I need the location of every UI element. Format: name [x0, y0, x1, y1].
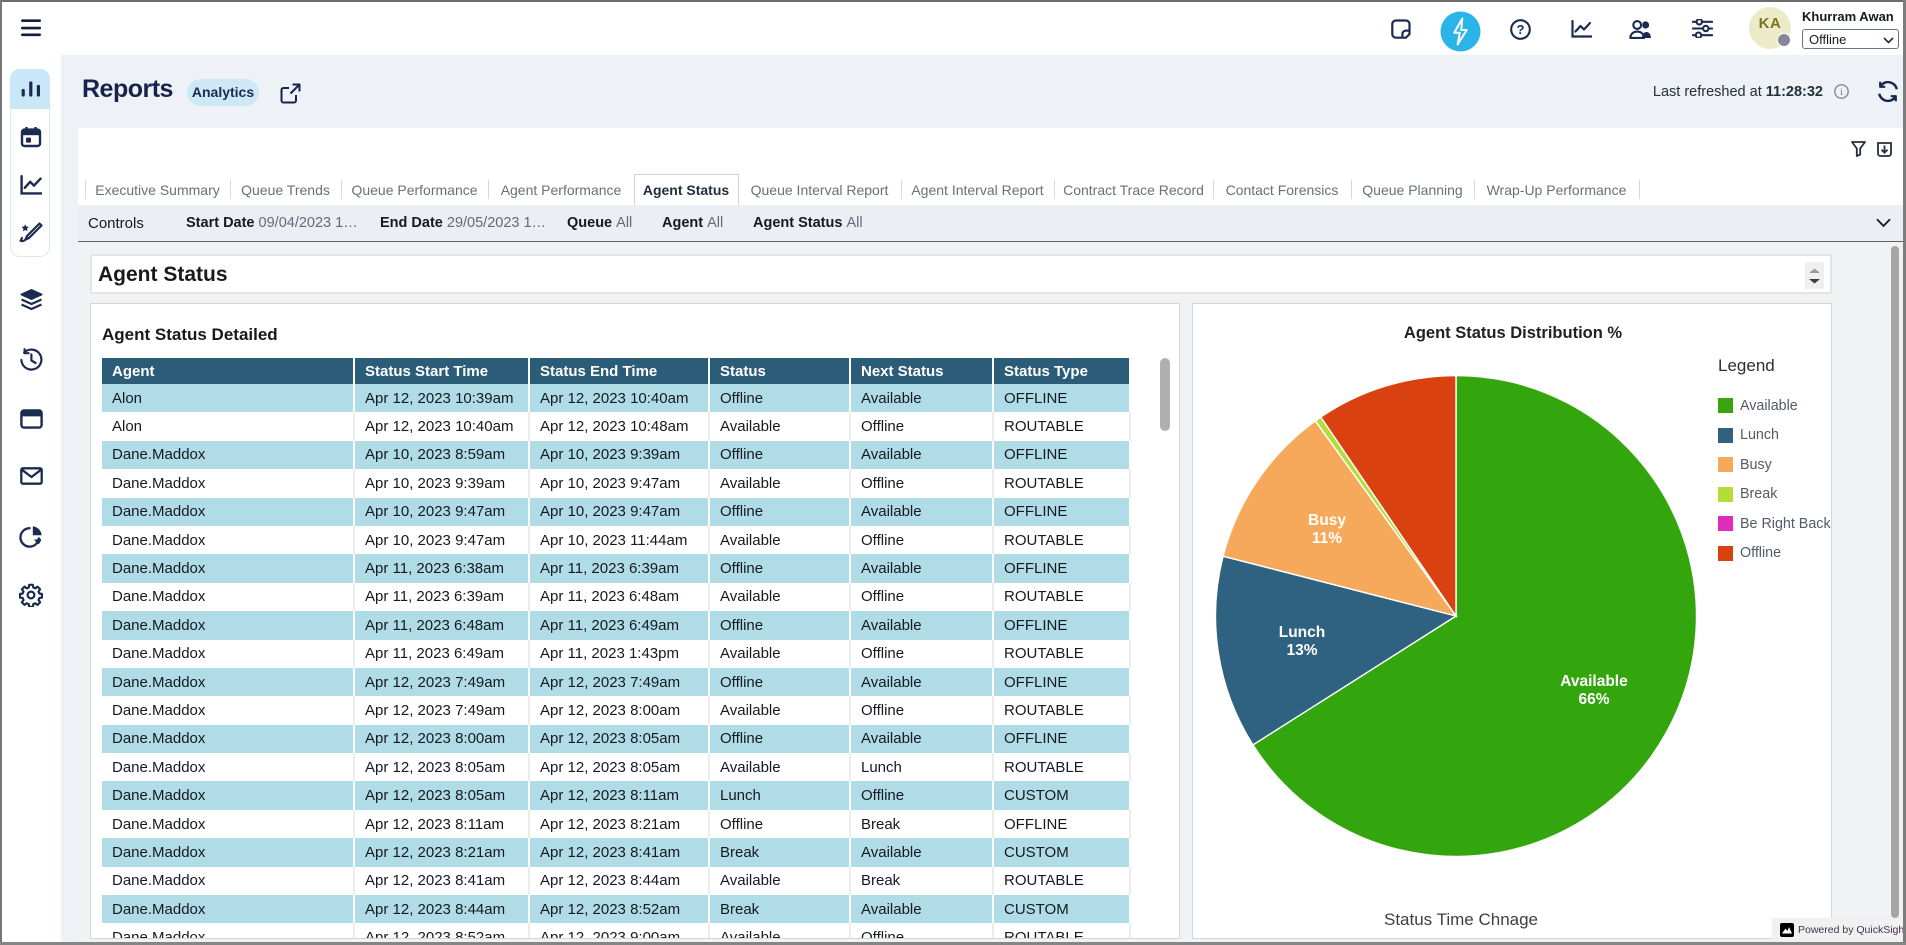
svg-text:Busy: Busy — [1308, 512, 1346, 529]
svg-text:11%: 11% — [1312, 530, 1342, 547]
svg-text:Lunch: Lunch — [1279, 624, 1326, 641]
svg-text:66%: 66% — [1578, 691, 1609, 708]
svg-text:13%: 13% — [1286, 642, 1317, 659]
svg-text:i: i — [1840, 88, 1843, 98]
svg-text:Available: Available — [1560, 673, 1628, 690]
svg-text:?: ? — [1517, 22, 1525, 37]
